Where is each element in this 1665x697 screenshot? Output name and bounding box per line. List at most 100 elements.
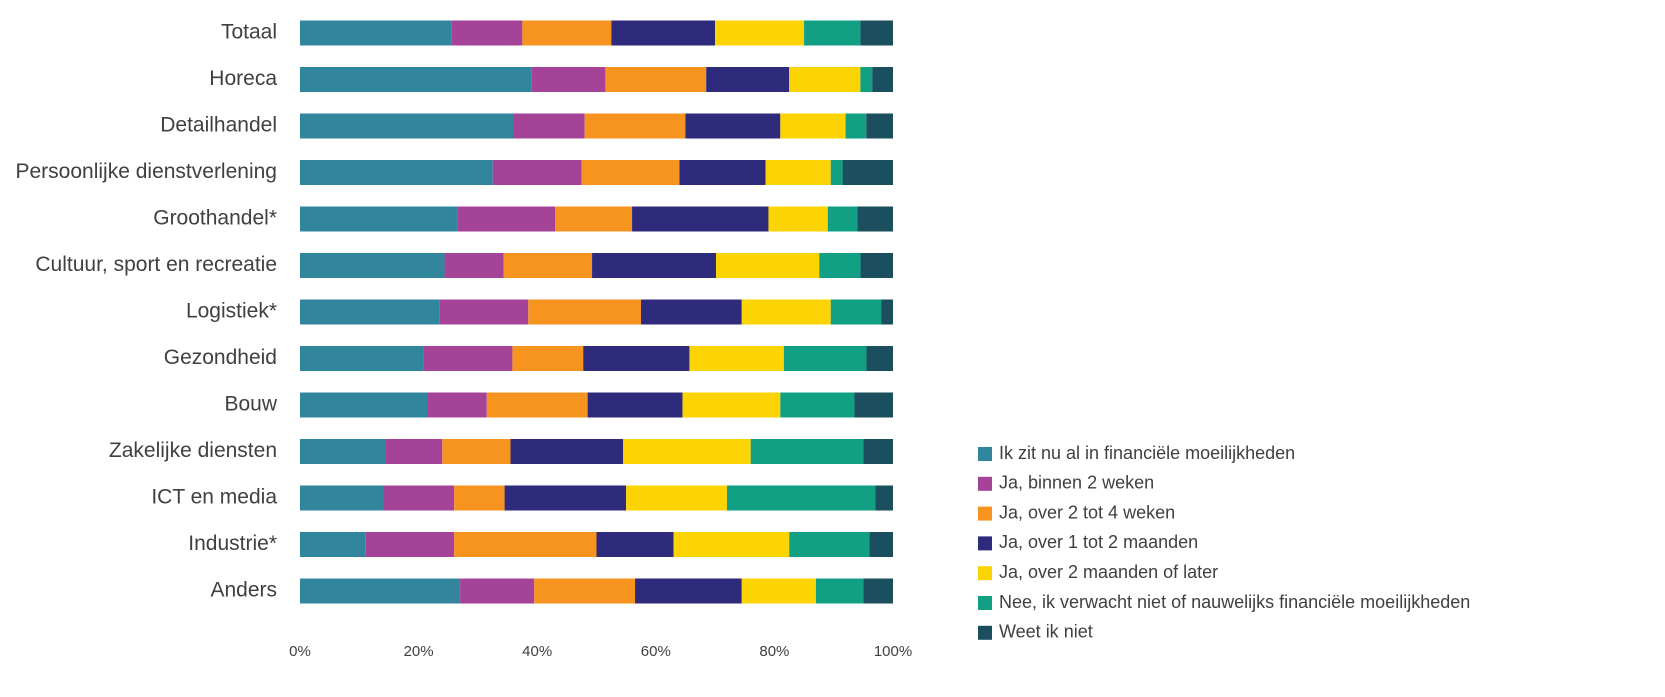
bar-segment-anders-s1 <box>460 578 535 604</box>
bar-segment-industrie-s0 <box>300 532 366 557</box>
category-label-gezondheid: Gezondheid <box>164 346 277 369</box>
bar-segment-zakelijke-diensten-s2 <box>442 439 511 464</box>
bar-segment-totaal-s1 <box>451 20 523 46</box>
bar-segment-anders-s4 <box>741 578 816 604</box>
bar-segment-persoonlijke-dienstverlening-s0 <box>300 160 493 185</box>
bar-segment-horeca-s0 <box>300 67 532 92</box>
bar-segment-industrie-s2 <box>454 532 597 557</box>
bar-segment-gezondheid-s2 <box>512 346 584 371</box>
bar-segment-detailhandel-s4 <box>780 113 846 139</box>
bar-segment-groothandel-s1 <box>457 206 555 232</box>
legend-label-1: Ja, binnen 2 weken <box>999 473 1154 493</box>
bar-segment-bouw-s2 <box>486 392 588 418</box>
bar-segment-anders-s2 <box>534 578 636 604</box>
bar-segment-zakelijke-diensten-s6 <box>863 439 893 464</box>
bar-segment-logistiek-s1 <box>439 299 529 325</box>
bar-segment-anders-s5 <box>815 578 864 604</box>
bar-segment-bouw-s5 <box>780 392 855 418</box>
bar-segment-cultuur-sport-en-recreatie-s5 <box>819 253 861 278</box>
category-label-anders: Anders <box>210 579 277 602</box>
bar-segment-cultuur-sport-en-recreatie-s1 <box>444 253 504 278</box>
bar-segment-gezondheid-s5 <box>783 346 867 371</box>
bar-segment-detailhandel-s3 <box>685 113 781 139</box>
bar-segment-bouw-s6 <box>854 392 893 418</box>
legend-label-2: Ja, over 2 tot 4 weken <box>999 502 1175 522</box>
bar-segment-totaal-s0 <box>300 20 452 46</box>
bar-segment-logistiek-s3 <box>640 299 742 325</box>
category-labels: Totaal Horeca Detailhandel Persoonlijke die… <box>16 21 278 602</box>
legend-label-4: Ja, over 2 maanden of later <box>999 562 1218 582</box>
bar-segment-horeca-s3 <box>706 67 790 92</box>
category-label-industrie: Industrie* <box>188 532 277 555</box>
bar-segment-ict-en-media-s0 <box>300 485 384 511</box>
bar-segment-totaal-s3 <box>611 20 716 46</box>
bar-segment-groothandel-s4 <box>768 206 828 232</box>
bar-segment-detailhandel-s5 <box>845 113 867 139</box>
bar-segment-bouw-s3 <box>587 392 683 418</box>
bar-segment-gezondheid-s4 <box>689 346 784 371</box>
x-tick-label: 40% <box>522 643 552 660</box>
category-label-groothandel: Groothandel* <box>153 207 277 230</box>
bar-segment-industrie-s6 <box>869 532 893 557</box>
bar-segment-anders-s3 <box>635 578 742 604</box>
bar-segment-ict-en-media-s2 <box>454 485 505 511</box>
bar-segment-detailhandel-s0 <box>300 113 514 139</box>
bars-group <box>300 20 893 604</box>
legend-swatch-2 <box>978 506 992 521</box>
bar-segment-horeca-s6 <box>872 67 893 92</box>
bar-segment-cultuur-sport-en-recreatie-s4 <box>715 253 820 278</box>
bar-segment-logistiek-s0 <box>300 299 440 325</box>
bar-segment-ict-en-media-s5 <box>726 485 876 511</box>
x-tick-label: 20% <box>404 643 434 660</box>
legend-swatch-6 <box>978 625 992 640</box>
bar-segment-logistiek-s5 <box>830 299 882 325</box>
bar-segment-persoonlijke-dienstverlening-s6 <box>842 160 893 185</box>
bar-segment-industrie-s1 <box>365 532 455 557</box>
bar-segment-detailhandel-s6 <box>866 113 893 139</box>
legend-swatch-0 <box>978 447 992 461</box>
x-tick-label: 100% <box>874 643 912 660</box>
bar-segment-gezondheid-s6 <box>866 346 893 371</box>
x-tick-label: 80% <box>759 643 789 660</box>
bar-segment-gezondheid-s1 <box>423 346 513 371</box>
x-tick-label: 0% <box>289 643 311 660</box>
bar-segment-logistiek-s2 <box>528 299 641 325</box>
legend-swatch-3 <box>978 536 992 551</box>
bar-segment-cultuur-sport-en-recreatie-s3 <box>592 253 716 278</box>
bar-segment-horeca-s4 <box>789 67 861 92</box>
x-tick-label: 60% <box>641 643 671 660</box>
category-label-bouw: Bouw <box>224 393 277 416</box>
bar-segment-zakelijke-diensten-s0 <box>300 439 386 464</box>
bar-segment-horeca-s5 <box>860 67 873 92</box>
bar-segment-persoonlijke-dienstverlening-s1 <box>492 160 582 185</box>
bar-segment-totaal-s6 <box>860 20 893 46</box>
bar-segment-logistiek-s6 <box>881 299 893 325</box>
bar-segment-cultuur-sport-en-recreatie-s6 <box>860 253 893 278</box>
bar-segment-horeca-s1 <box>531 67 606 92</box>
legend-swatch-5 <box>978 596 992 610</box>
bar-segment-industrie-s5 <box>789 532 870 557</box>
bar-segment-zakelijke-diensten-s5 <box>750 439 864 464</box>
bar-segment-bouw-s4 <box>682 392 781 418</box>
bar-segment-anders-s0 <box>300 578 461 604</box>
bar-segment-bouw-s1 <box>427 392 487 418</box>
bar-segment-groothandel-s6 <box>857 206 893 232</box>
legend-label-6: Weet ik niet <box>999 622 1093 642</box>
bar-segment-totaal-s2 <box>522 20 612 46</box>
bar-segment-groothandel-s3 <box>632 206 769 232</box>
bar-segment-cultuur-sport-en-recreatie-s2 <box>503 253 593 278</box>
bar-segment-industrie-s4 <box>673 532 790 557</box>
bar-segment-logistiek-s4 <box>741 299 831 325</box>
category-label-ict-en-media: ICT en media <box>151 486 277 509</box>
legend-swatch-4 <box>978 566 992 581</box>
bar-segment-zakelijke-diensten-s4 <box>623 439 751 464</box>
bar-segment-zakelijke-diensten-s1 <box>385 439 443 464</box>
legend-label-3: Ja, over 1 tot 2 maanden <box>999 532 1198 552</box>
bar-segment-detailhandel-s1 <box>513 113 585 139</box>
bar-segment-zakelijke-diensten-s3 <box>510 439 624 464</box>
bar-segment-persoonlijke-dienstverlening-s5 <box>830 160 843 185</box>
category-label-horeca: Horeca <box>209 67 277 90</box>
category-label-cultuur-sport-en-recreatie: Cultuur, sport en recreatie <box>35 253 277 276</box>
legend-swatch-1 <box>978 476 992 491</box>
